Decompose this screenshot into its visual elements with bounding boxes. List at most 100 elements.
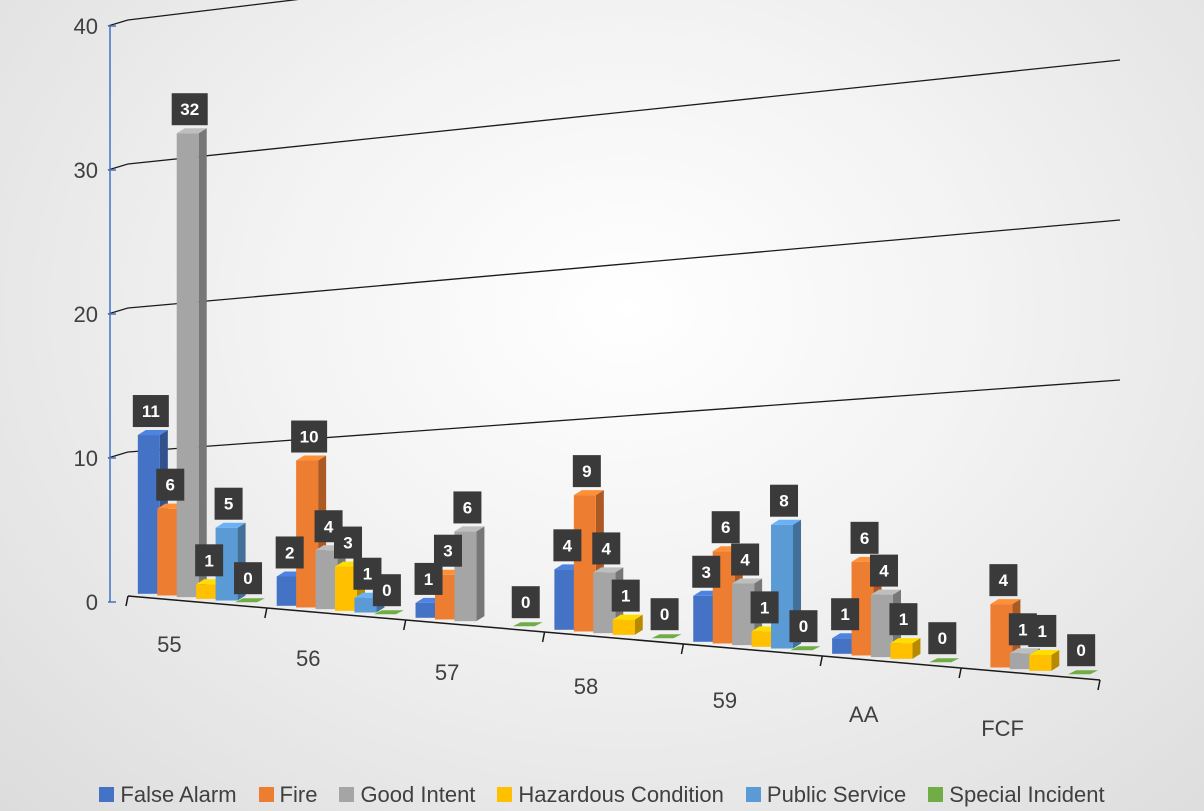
bar-top (573, 490, 604, 496)
data-label-box (214, 487, 243, 520)
data-label-box (572, 455, 601, 488)
x-tick (958, 667, 962, 679)
data-label: 1 (414, 562, 443, 595)
bar (1068, 670, 1099, 675)
data-label-value: 11 (142, 402, 160, 421)
bar (612, 619, 635, 635)
data-label-value: 1 (840, 605, 849, 624)
data-label-box (334, 526, 363, 559)
bar (335, 566, 358, 611)
data-label-box (453, 491, 482, 524)
data-label-box (592, 532, 621, 565)
x-tick-label: 59 (713, 688, 737, 713)
data-label: 9 (572, 455, 601, 488)
data-label: 1 (889, 603, 918, 636)
data-label: 0 (650, 598, 679, 631)
data-label-value: 32 (180, 100, 199, 119)
data-label-value: 1 (204, 551, 213, 570)
x-tick (819, 655, 824, 667)
bar (315, 550, 338, 610)
legend-swatch (497, 787, 513, 802)
bar (929, 658, 960, 663)
legend-swatch (339, 787, 355, 802)
data-label-value: 9 (582, 462, 591, 481)
bar (751, 631, 774, 647)
bar-side (1051, 649, 1060, 671)
gridlines (107, 0, 1121, 459)
data-label: 1 (750, 591, 779, 624)
bar-top (1029, 649, 1060, 655)
legend-item: Hazardous Condition (497, 781, 724, 808)
bar (196, 584, 219, 599)
gridline (127, 379, 1121, 453)
data-label: 4 (989, 564, 1018, 597)
bar (1009, 653, 1032, 670)
legend-label: Good Intent (360, 781, 476, 807)
data-label: 0 (928, 622, 957, 655)
data-label-box (611, 579, 640, 612)
y-tick-label: 30 (74, 158, 98, 183)
bar (870, 594, 893, 658)
data-label-value: 1 (1038, 622, 1047, 641)
x-tick (264, 607, 268, 619)
bar-top (990, 599, 1021, 605)
data-label-value: 0 (799, 617, 808, 636)
data-label-box (889, 603, 918, 636)
data-label-box (372, 574, 401, 607)
legend-label: Hazardous Condition (518, 781, 724, 807)
data-label-box (171, 93, 208, 126)
data-label-box (650, 598, 679, 631)
data-label: 3 (334, 526, 363, 559)
data-label: 0 (1067, 634, 1096, 667)
data-label-box (989, 564, 1018, 597)
data-label-box (414, 562, 443, 595)
legend-swatch (258, 787, 274, 802)
data-label: 6 (156, 468, 185, 501)
data-label-box (433, 534, 462, 567)
bar (512, 622, 543, 627)
data-label: 8 (770, 484, 799, 517)
data-label-value: 8 (779, 492, 788, 511)
bar (832, 638, 855, 654)
gridline (127, 0, 299, 21)
bar (354, 597, 377, 613)
data-label-box (553, 529, 582, 562)
bar (415, 602, 438, 618)
data-label: 4 (553, 529, 582, 562)
data-label: 1 (831, 598, 860, 631)
bar (593, 572, 616, 634)
bar-side (476, 526, 485, 622)
bar (137, 435, 160, 594)
gridline-side (107, 163, 129, 171)
data-label: 2 (275, 536, 304, 569)
bar (1029, 654, 1052, 671)
bar-top (890, 638, 921, 644)
data-label: 0 (789, 610, 818, 643)
legend-swatch (99, 787, 115, 802)
data-label-value: 0 (243, 569, 252, 588)
bar (851, 561, 874, 656)
data-label-box (132, 395, 169, 428)
x-tick (680, 643, 685, 655)
x-tick-label: 57 (435, 660, 459, 685)
bar-side (198, 128, 207, 598)
x-tick (402, 619, 407, 631)
data-label-box (156, 468, 185, 501)
bar-side (912, 638, 921, 659)
data-label-value: 3 (702, 563, 711, 582)
data-label: 32 (171, 93, 208, 126)
data-label: 4 (731, 543, 760, 576)
bar-top (870, 589, 901, 595)
data-label-value: 0 (938, 629, 947, 648)
bar (157, 508, 180, 596)
gridline-side (107, 307, 129, 315)
x-tick-label: AA (849, 702, 879, 727)
legend-item: Public Service (745, 782, 906, 808)
bar-top (1009, 648, 1040, 654)
data-label: 10 (291, 420, 328, 453)
bar (296, 460, 319, 608)
data-label-box (1067, 634, 1096, 667)
bar-top (176, 128, 207, 134)
